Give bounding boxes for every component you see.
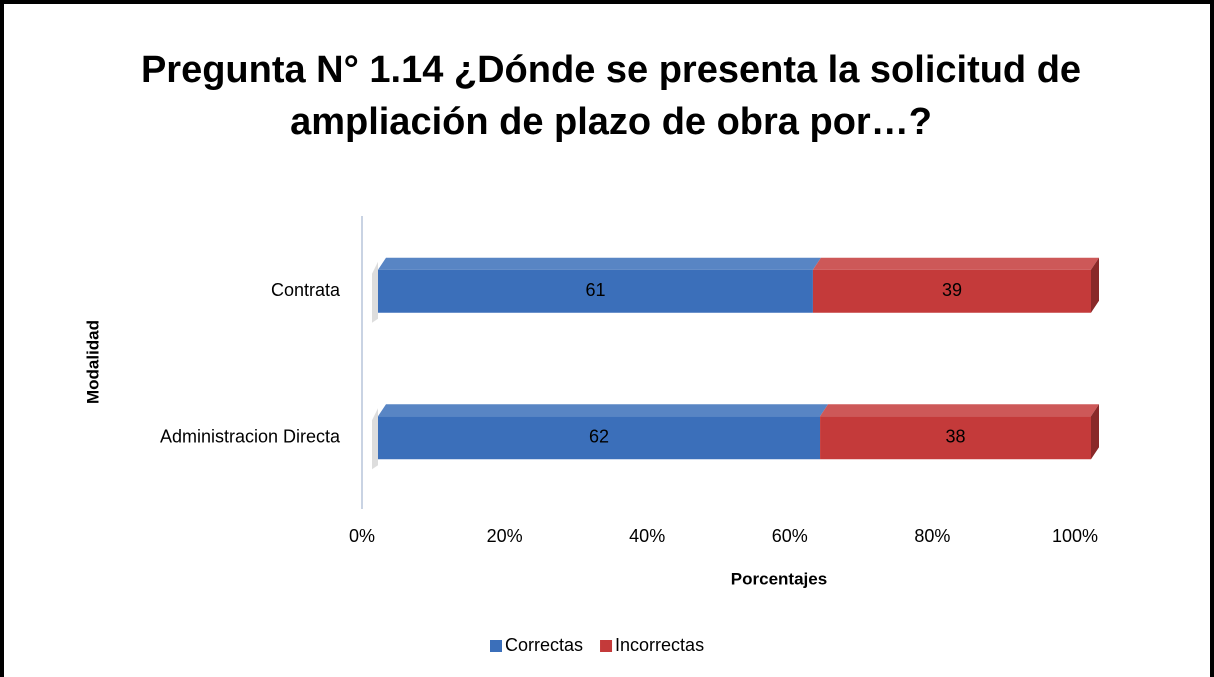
- x-tick-label: 0%: [349, 526, 375, 546]
- bar: [812, 269, 1091, 313]
- bar-shadow: [372, 408, 378, 470]
- y-tick-label: Administracion Directa: [160, 427, 341, 447]
- x-tick-label: 40%: [629, 526, 665, 546]
- chart: Porcentajes Modalidad 0% 20% 40% 60% 80% 100%…: [83, 216, 1099, 655]
- x-tick-label: 80%: [914, 526, 950, 546]
- bar: [378, 269, 813, 313]
- bar-top: [812, 257, 1099, 270]
- bar-end: [1091, 257, 1099, 313]
- y-tick-label: Contrata: [271, 280, 341, 300]
- bar-shadow: [372, 261, 378, 323]
- bar-top: [378, 404, 829, 417]
- bar: [820, 416, 1091, 460]
- bar-top: [820, 404, 1099, 417]
- bar-end: [1091, 404, 1099, 460]
- x-axis-label: Porcentajes: [731, 569, 827, 588]
- legend-label: Correctas: [505, 635, 583, 655]
- y-axis-label: Modalidad: [83, 320, 102, 404]
- data-label: 61: [585, 280, 605, 300]
- x-tick-label: 20%: [487, 526, 523, 546]
- data-label: 38: [946, 427, 966, 447]
- x-tick-label: 100%: [1052, 526, 1098, 546]
- x-tick-label: 60%: [772, 526, 808, 546]
- chart-title: Pregunta N° 1.14 ¿Dónde se presenta la s…: [140, 49, 1082, 143]
- data-label: 39: [942, 280, 962, 300]
- bar: [378, 416, 821, 460]
- bar-top: [378, 257, 821, 270]
- legend-swatch: [490, 640, 502, 652]
- legend-label: Incorrectas: [615, 635, 704, 655]
- data-label: 62: [589, 427, 609, 447]
- legend-swatch: [600, 640, 613, 652]
